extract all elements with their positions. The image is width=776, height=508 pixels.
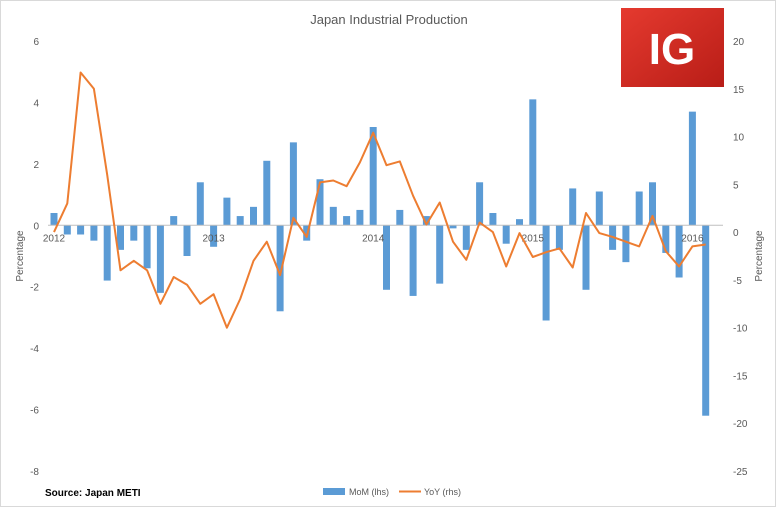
right-tick-label: 0 [733,228,739,239]
mom-bar [476,182,484,226]
mom-bar [77,225,85,235]
mom-bar [369,127,377,226]
right-tick-label: -10 [733,324,748,335]
mom-bar [276,225,284,312]
mom-bar [223,197,231,226]
chart-title: Japan Industrial Production [310,12,468,27]
mom-bar [622,225,630,263]
left-tick-label: -8 [30,467,39,478]
mom-bar [250,206,257,226]
right-tick-label: -15 [733,371,748,382]
mom-bar [489,213,497,226]
mom-bar [196,182,204,226]
left-tick-label: 2 [33,160,39,171]
right-axis-ticks: -25 -20 -15 -10 -5 0 5 10 15 20 [733,37,748,478]
mom-bar [662,225,670,253]
right-axis-title: Percentage [754,230,765,282]
left-tick-label: -2 [30,283,39,294]
mom-bar [383,225,390,290]
mom-bar [130,225,138,241]
x-tick-label: 2016 [681,233,704,244]
x-tick-label: 2015 [522,233,545,244]
x-tick-label: 2014 [362,233,385,244]
legend: MoM (lhs) YoY (rhs) [323,487,461,497]
x-tick-label: 2012 [43,233,66,244]
mom-bar [289,142,297,226]
mom-bar [143,225,151,269]
mom-bar [688,111,696,226]
right-tick-label: 20 [733,37,745,48]
mom-bar [675,225,683,278]
mom-bar [449,225,457,229]
mom-bar [183,225,191,256]
right-tick-label: 15 [733,85,745,96]
mom-bar [649,182,656,226]
mom-bar [555,225,563,250]
mom-bar [90,225,98,241]
mom-bar [436,225,444,284]
mom-bar [316,179,324,226]
legend-mom-label: MoM (lhs) [349,487,389,497]
mom-bar [409,225,417,296]
right-tick-label: -25 [733,467,748,478]
x-axis-ticks: 2012 2013 2014 2015 2016 [43,233,704,244]
right-tick-label: 10 [733,133,745,144]
mom-bar [595,191,603,226]
mom-bar [462,225,470,250]
yoy-line [53,71,706,329]
x-tick-label: 2013 [202,233,225,244]
ig-logo: IG [621,8,724,87]
left-tick-label: 6 [33,37,39,48]
left-axis-ticks: -8 -6 -4 -2 0 2 4 6 [30,37,39,478]
left-tick-label: 0 [33,221,39,232]
mom-bar [63,225,71,235]
source-note: Source: Japan METI [45,488,141,499]
mom-bar [156,225,164,293]
mom-bar [529,99,537,226]
left-axis-title: Percentage [15,230,26,282]
mom-bar [236,216,244,226]
mom-bar [170,216,178,226]
left-tick-label: -4 [30,344,39,355]
right-tick-label: -20 [733,419,748,430]
mom-bar [702,225,710,416]
mom-bar [210,225,218,247]
left-tick-label: 4 [33,98,39,109]
mom-bar [117,225,124,250]
mom-bar [516,219,523,226]
left-tick-label: -6 [30,406,39,417]
mom-bar [50,213,58,226]
right-tick-label: -5 [733,276,742,287]
mom-bar [569,188,577,226]
legend-mom-swatch [323,488,345,495]
mom-bar [343,216,351,226]
mom-bar [635,191,643,226]
mom-bar [356,209,364,226]
mom-bar [263,160,271,226]
ig-logo-text: IG [649,25,695,74]
right-tick-label: 5 [733,180,739,191]
mom-bar [502,225,510,244]
legend-yoy-label: YoY (rhs) [424,487,461,497]
mom-bars [50,99,710,416]
mom-bar [396,209,404,226]
mom-bar [103,225,111,281]
mom-bar [582,225,590,290]
mom-bar [329,206,337,226]
mom-bar [542,225,550,321]
mom-bar [422,216,430,226]
